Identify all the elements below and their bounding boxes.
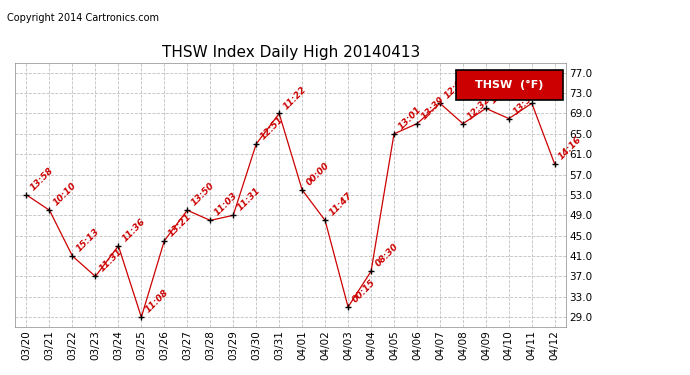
Text: THSW  (°F): THSW (°F) <box>475 80 544 90</box>
Text: 13:31: 13:31 <box>511 89 538 116</box>
Text: 14:16: 14:16 <box>534 74 561 101</box>
Text: 10:10: 10:10 <box>52 181 79 208</box>
Text: 14:16: 14:16 <box>557 135 584 162</box>
Title: THSW Index Daily High 20140413: THSW Index Daily High 20140413 <box>161 45 420 60</box>
Text: 15:13: 15:13 <box>75 227 101 254</box>
Text: 12:05: 12:05 <box>442 74 469 101</box>
Text: 00:15: 00:15 <box>351 278 377 304</box>
Text: 11:03: 11:03 <box>213 191 239 218</box>
Text: 12:51: 12:51 <box>259 115 285 141</box>
Text: 13:01: 13:01 <box>396 105 423 131</box>
Text: 11:31: 11:31 <box>98 247 124 274</box>
Text: 13:21: 13:21 <box>166 211 193 238</box>
Text: 00:00: 00:00 <box>304 161 331 188</box>
Text: 13:50: 13:50 <box>190 181 216 208</box>
Text: 11:47: 11:47 <box>327 191 354 218</box>
Text: 08:30: 08:30 <box>373 242 400 269</box>
Text: Copyright 2014 Cartronics.com: Copyright 2014 Cartronics.com <box>7 13 159 23</box>
Text: 11:31: 11:31 <box>235 186 262 213</box>
Text: 11:55: 11:55 <box>489 79 515 106</box>
Text: 11:22: 11:22 <box>282 84 308 111</box>
Text: 11:08: 11:08 <box>144 288 170 315</box>
Text: 13:58: 13:58 <box>29 166 55 192</box>
Text: 13:39: 13:39 <box>420 94 446 121</box>
Text: 11:36: 11:36 <box>121 217 147 243</box>
Text: 12:32: 12:32 <box>465 94 492 121</box>
